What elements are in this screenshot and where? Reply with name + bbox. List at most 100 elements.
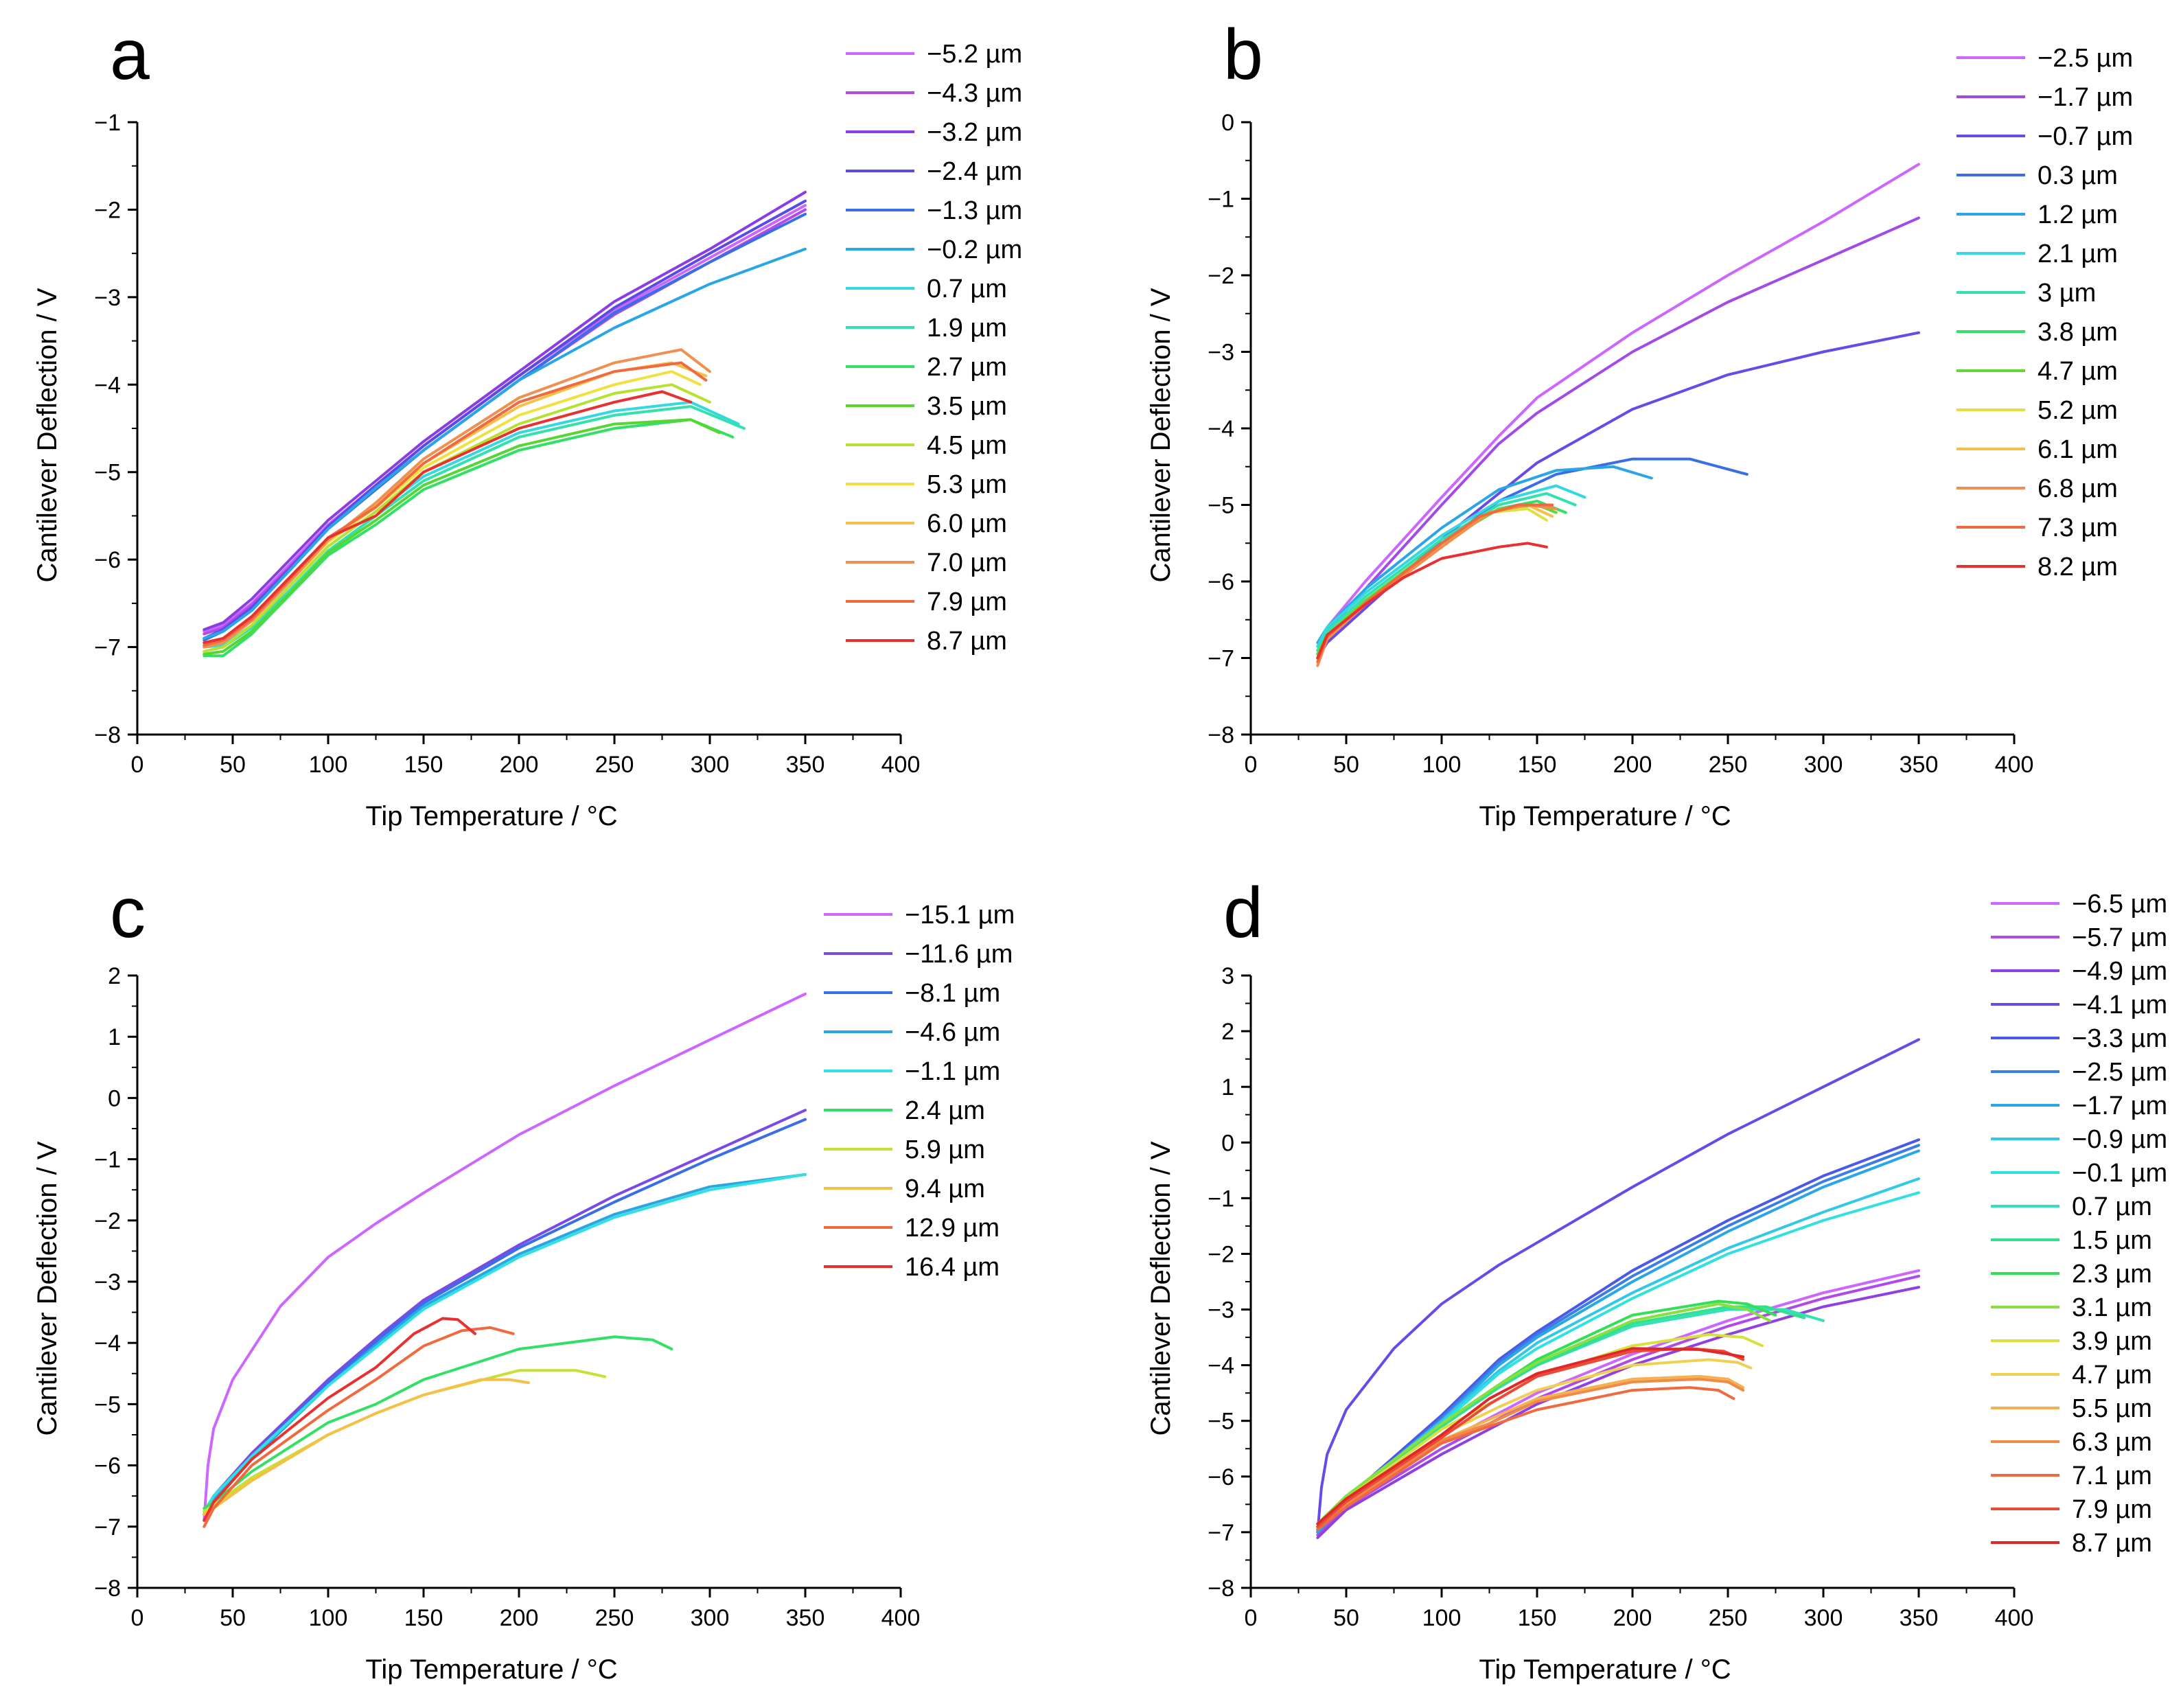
legend-label: 7.9 µm bbox=[927, 588, 1007, 616]
legend-label: −4.6 µm bbox=[905, 1018, 1000, 1047]
y-tick-label: 0 bbox=[1221, 1130, 1234, 1156]
y-tick-label: −2 bbox=[1208, 1241, 1234, 1267]
y-tick-label: −7 bbox=[1208, 1520, 1234, 1546]
series-line bbox=[1316, 503, 1558, 667]
x-tick-label: 350 bbox=[1900, 752, 1939, 778]
x-tick-label: 250 bbox=[595, 752, 634, 778]
legend-label: 6.0 µm bbox=[927, 509, 1007, 538]
series-line bbox=[203, 190, 807, 632]
legend-label: −5.7 µm bbox=[2072, 923, 2167, 952]
y-tick-label: −5 bbox=[1208, 1409, 1234, 1435]
legend-label: 6.3 µm bbox=[2072, 1428, 2152, 1457]
series-line bbox=[1316, 1358, 1753, 1528]
legend-label: 6.8 µm bbox=[2038, 474, 2118, 503]
x-tick-label: 50 bbox=[1333, 752, 1359, 778]
x-tick-label: 0 bbox=[1245, 1605, 1258, 1631]
series-line bbox=[1316, 503, 1558, 656]
legend-label: −4.3 µm bbox=[927, 79, 1022, 108]
y-tick-label: 1 bbox=[108, 1024, 121, 1050]
x-tick-label: 400 bbox=[881, 752, 921, 778]
x-tick-label: 350 bbox=[786, 1605, 825, 1631]
series-line bbox=[1316, 492, 1577, 652]
y-tick-label: −8 bbox=[1208, 1576, 1234, 1602]
x-tick-label: 100 bbox=[309, 752, 348, 778]
legend-label: 3.1 µm bbox=[2072, 1293, 2152, 1322]
legend-label: 7.3 µm bbox=[2038, 513, 2118, 542]
legend-label: −4.9 µm bbox=[2072, 957, 2167, 986]
series-line bbox=[203, 418, 735, 658]
y-tick-label: −4 bbox=[94, 1330, 121, 1357]
legend-label: −3.2 µm bbox=[927, 118, 1022, 147]
series-line bbox=[203, 1173, 807, 1513]
legend: −6.5 µm −5.7 µm −4.9 µm −4.1 µm −3.3 µm −2.5 … bbox=[1991, 890, 2167, 1558]
x-tick-label: 350 bbox=[1900, 1605, 1939, 1631]
y-axis-title: Cantilever Deflection / V bbox=[1146, 288, 1176, 582]
y-tick-label: −3 bbox=[94, 1269, 121, 1295]
x-tick-label: 250 bbox=[595, 1605, 634, 1631]
y-tick-label: −5 bbox=[94, 1392, 121, 1418]
series-line bbox=[203, 992, 807, 1522]
x-tick-label: 300 bbox=[691, 1605, 730, 1631]
x-tick-label: 300 bbox=[1804, 1605, 1843, 1631]
x-tick-label: 400 bbox=[1995, 1605, 2034, 1631]
legend-label: 1.2 µm bbox=[2038, 200, 2118, 229]
legend-label: −1.7 µm bbox=[2072, 1092, 2167, 1120]
y-axis-title: Cantilever Deflection / V bbox=[32, 288, 62, 582]
x-tick-label: 200 bbox=[500, 1605, 539, 1631]
series-group bbox=[203, 992, 807, 1528]
legend-label: 1.5 µm bbox=[2072, 1226, 2152, 1255]
series-line bbox=[1316, 457, 1749, 652]
legend-label: 4.7 µm bbox=[2038, 357, 2118, 386]
series-line bbox=[1316, 507, 1548, 660]
series-line bbox=[1316, 216, 1920, 660]
x-tick-label: 50 bbox=[1333, 1605, 1359, 1631]
y-tick-label: −5 bbox=[94, 460, 121, 486]
legend-label: −0.1 µm bbox=[2072, 1159, 2167, 1188]
y-axis-title: Cantilever Deflection / V bbox=[32, 1141, 62, 1435]
y-tick-label: −2 bbox=[94, 197, 121, 223]
x-tick-label: 150 bbox=[1518, 752, 1557, 778]
legend-label: 1.9 µm bbox=[927, 314, 1007, 343]
y-tick-label: −6 bbox=[1208, 569, 1234, 595]
x-tick-label: 0 bbox=[1245, 752, 1258, 778]
legend-label: 2.4 µm bbox=[905, 1096, 985, 1125]
x-tick-label: 150 bbox=[1518, 1605, 1557, 1631]
legend-label: −2.4 µm bbox=[927, 157, 1022, 186]
y-tick-label: −6 bbox=[94, 1453, 121, 1479]
series-group bbox=[1316, 163, 1920, 667]
y-tick-label: −8 bbox=[1208, 722, 1234, 748]
y-tick-label: −3 bbox=[1208, 340, 1234, 366]
legend-label: −11.6 µm bbox=[905, 940, 1013, 969]
x-tick-label: 350 bbox=[786, 752, 825, 778]
legend: −5.2 µm −4.3 µm −3.2 µm −2.4 µm −1.3 µm −0.2 … bbox=[846, 40, 1022, 656]
x-tick-label: 300 bbox=[1804, 752, 1843, 778]
legend-label: 3.9 µm bbox=[2072, 1327, 2152, 1356]
legend-label: 0.3 µm bbox=[2038, 161, 2118, 190]
series-line bbox=[1316, 1386, 1735, 1531]
series-line bbox=[1316, 1305, 1806, 1528]
chart-panel-b: b 0 50 100 150 200 250 300 350 400 −8 −7 −6 −5 −4 −3 −2 −… bbox=[1146, 15, 2133, 831]
legend-label: −1.3 µm bbox=[927, 196, 1022, 225]
legend-label: −8.1 µm bbox=[905, 979, 1000, 1008]
x-tick-label: 250 bbox=[1709, 1605, 1748, 1631]
legend-label: 0.7 µm bbox=[927, 275, 1007, 303]
legend-label: 5.5 µm bbox=[2072, 1394, 2152, 1423]
legend-label: 3.5 µm bbox=[927, 392, 1007, 421]
y-tick-label: −1 bbox=[94, 110, 121, 136]
legend-label: 3.8 µm bbox=[2038, 318, 2118, 347]
x-axis-title: Tip Temperature / °C bbox=[365, 801, 617, 831]
legend-label: −2.5 µm bbox=[2038, 44, 2133, 73]
series-line bbox=[203, 348, 711, 649]
y-tick-label: −1 bbox=[1208, 1186, 1234, 1212]
y-tick-label: −6 bbox=[94, 547, 121, 573]
legend-label: −0.2 µm bbox=[927, 235, 1022, 264]
x-axis-title: Tip Temperature / °C bbox=[1479, 801, 1731, 831]
legend-label: 9.4 µm bbox=[905, 1175, 985, 1203]
y-tick-label: −4 bbox=[94, 372, 121, 398]
x-tick-label: 300 bbox=[691, 752, 730, 778]
legend-label: 5.2 µm bbox=[2038, 396, 2118, 425]
series-line bbox=[203, 400, 740, 649]
y-tick-label: 3 bbox=[1221, 963, 1234, 989]
series-line bbox=[1316, 1347, 1745, 1525]
